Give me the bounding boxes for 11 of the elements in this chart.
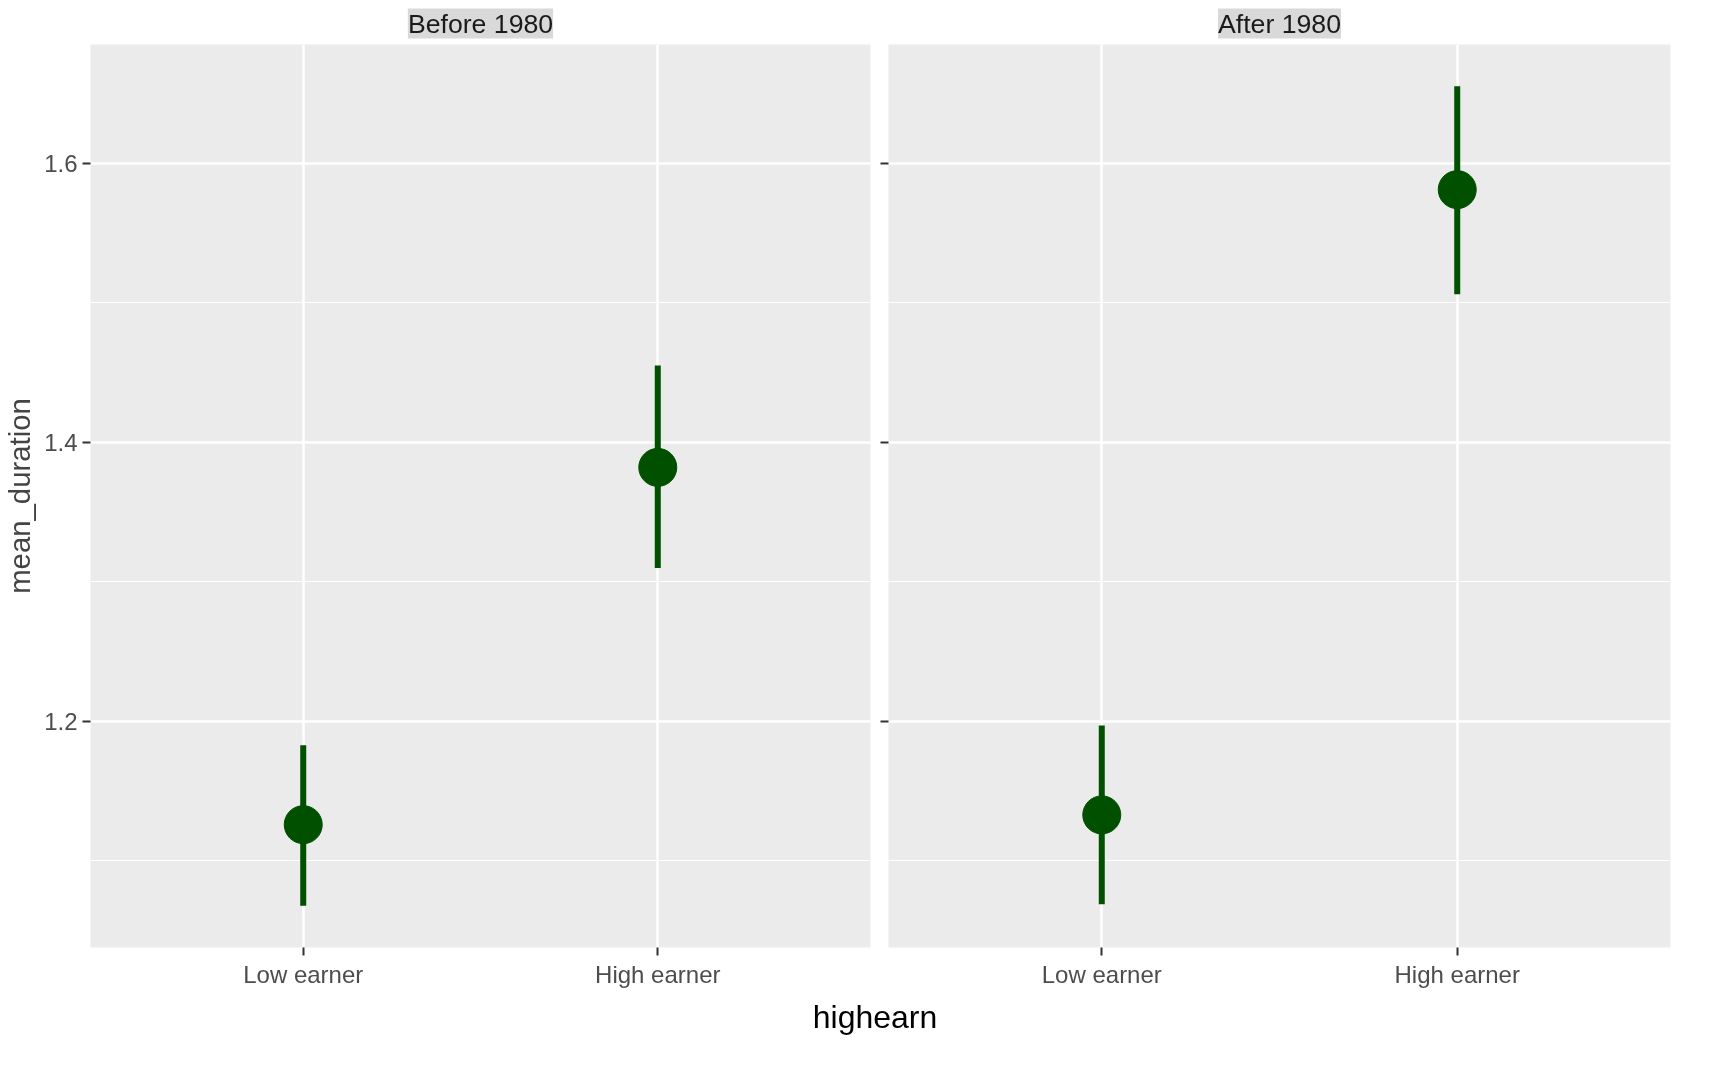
x-axis-title: highearn xyxy=(812,998,938,1037)
y-axis-title: mean_duration xyxy=(3,398,37,594)
y-tick-label: 1.2 xyxy=(44,707,78,735)
y-tick-label: 1.4 xyxy=(44,428,78,456)
y-tick-label: 1.6 xyxy=(44,149,78,177)
chart-title: Before 1980 xyxy=(407,8,554,39)
x-tick-label: High earner xyxy=(595,960,721,988)
x-tick-label: High earner xyxy=(1394,960,1520,988)
x-tick-label: Low earner xyxy=(1041,960,1162,988)
x-tick-label: Low earner xyxy=(243,960,364,988)
chart-title: After 1980 xyxy=(1218,8,1341,39)
